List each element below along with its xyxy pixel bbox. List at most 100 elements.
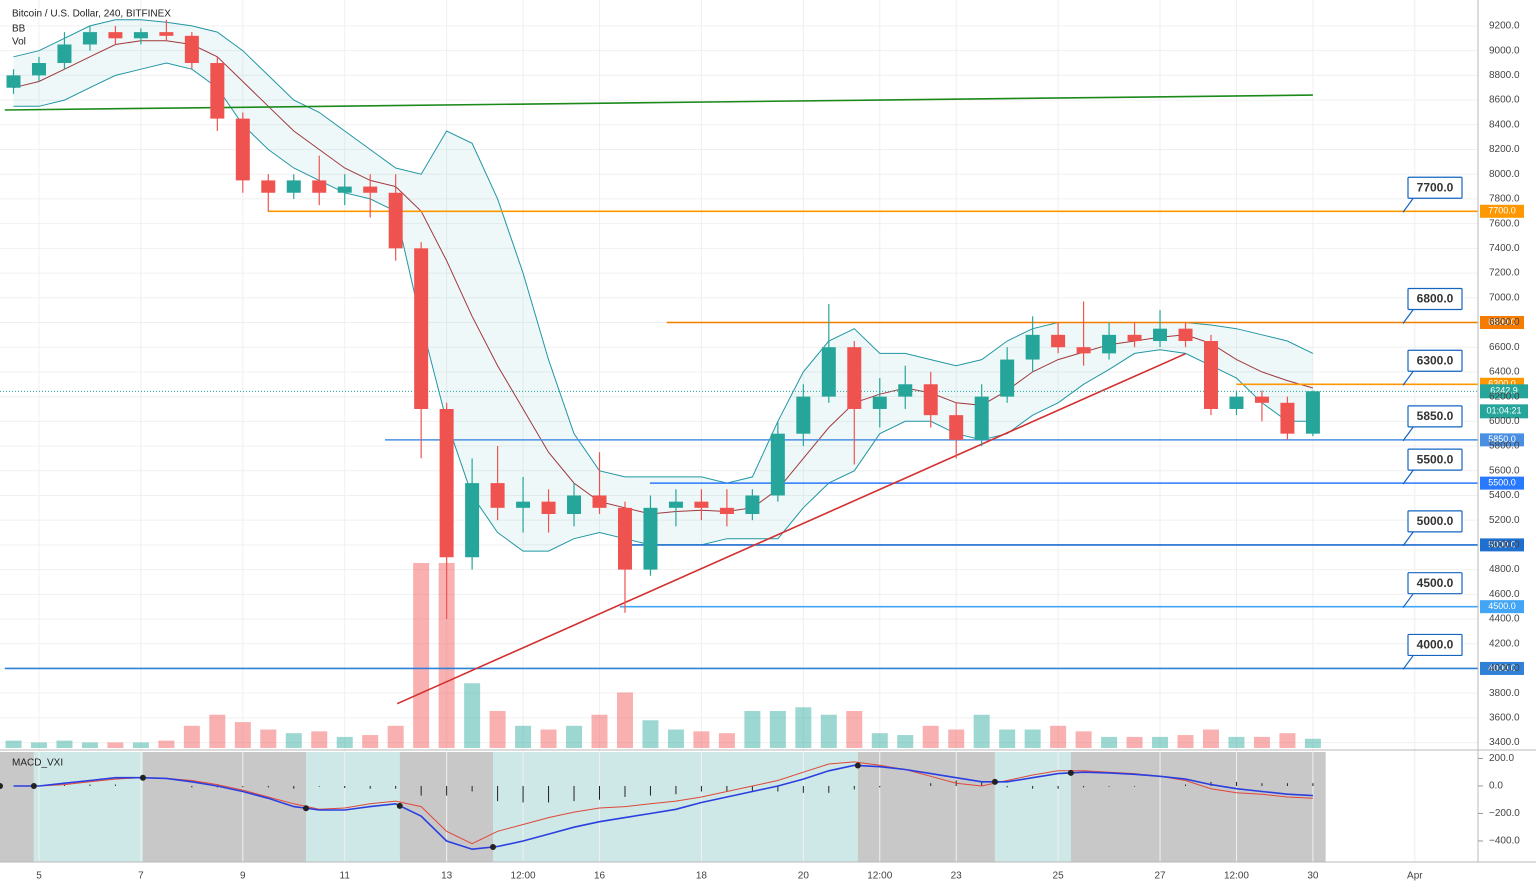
volume-bar bbox=[667, 729, 684, 748]
candle-body bbox=[1305, 391, 1320, 434]
time-axis-bg bbox=[0, 862, 1536, 888]
volume-bar bbox=[1177, 735, 1194, 748]
candle-layer bbox=[6, 19, 1320, 620]
x-tick-label: 11 bbox=[340, 871, 351, 882]
bollinger-layer bbox=[13, 19, 1314, 552]
candle-body bbox=[414, 248, 429, 409]
x-tick-label: Apr bbox=[1407, 871, 1423, 882]
volume-bar bbox=[1050, 725, 1067, 748]
callout-box bbox=[1407, 176, 1463, 199]
candle-body bbox=[796, 396, 811, 434]
level-tag-label: 5000.0 bbox=[1488, 539, 1516, 549]
candle-body bbox=[1203, 341, 1218, 409]
cross-dot bbox=[854, 762, 861, 769]
candle-body bbox=[31, 63, 46, 76]
indicator-label: BB bbox=[12, 24, 26, 35]
macd-tick-label: 0.0 bbox=[1489, 781, 1503, 792]
bb-middle bbox=[13, 40, 1314, 515]
candle-body bbox=[82, 32, 97, 45]
volume-bar bbox=[693, 731, 710, 748]
bb-upper bbox=[13, 19, 1314, 484]
y-tick-label: 5000.0 bbox=[1489, 540, 1520, 551]
callout-label: 4500.0 bbox=[1417, 576, 1454, 590]
level-tag-label: 6800.0 bbox=[1488, 317, 1516, 327]
volume-bar bbox=[81, 742, 98, 748]
y-tick-label: 4400.0 bbox=[1489, 614, 1520, 625]
macd-tick-label: −200.0 bbox=[1489, 808, 1520, 819]
y-tick-label: 9200.0 bbox=[1489, 21, 1520, 32]
grid-layer bbox=[0, 0, 1478, 862]
callout-box bbox=[1407, 448, 1463, 471]
bb-fill bbox=[13, 19, 1313, 552]
volume-bar bbox=[948, 729, 965, 748]
macd-zone bbox=[142, 752, 306, 862]
callout-label: 5500.0 bbox=[1417, 452, 1454, 466]
countdown-tag bbox=[1480, 404, 1528, 419]
x-tick-label: 13 bbox=[441, 871, 453, 882]
volume-bar bbox=[566, 725, 583, 748]
candle-body bbox=[490, 483, 505, 508]
candle-body bbox=[312, 180, 327, 193]
x-tick-label: 27 bbox=[1154, 871, 1166, 882]
callout-box bbox=[1407, 510, 1463, 533]
volume-bar bbox=[871, 733, 888, 748]
callout-label: 6800.0 bbox=[1417, 292, 1454, 306]
candle-body bbox=[1254, 396, 1269, 403]
y-tick-label: 5200.0 bbox=[1489, 515, 1520, 526]
level-tag bbox=[1480, 600, 1524, 614]
y-tick-label: 6400.0 bbox=[1489, 367, 1520, 378]
last-price-label: 6242.9 bbox=[1490, 386, 1518, 396]
y-tick-label: 7200.0 bbox=[1489, 268, 1520, 279]
candle-body bbox=[1229, 396, 1244, 409]
x-tick-label: 16 bbox=[594, 871, 606, 882]
candle-body bbox=[133, 32, 148, 39]
volume-bar bbox=[1202, 729, 1219, 748]
text-layer: Bitcoin / U.S. Dollar, 240, BITFINEX BB … bbox=[12, 9, 1520, 882]
candle-body bbox=[363, 186, 378, 193]
volume-bar bbox=[1304, 738, 1321, 748]
x-tick-label: 18 bbox=[696, 871, 708, 882]
y-tick-label: 8800.0 bbox=[1489, 70, 1520, 81]
y-tick-label: 9000.0 bbox=[1489, 45, 1520, 56]
last-price-tag bbox=[1480, 384, 1528, 399]
macd-zone bbox=[33, 752, 143, 862]
x-tick-label: 12:00 bbox=[867, 871, 892, 882]
y-tick-label: 5400.0 bbox=[1489, 490, 1520, 501]
volume-bar bbox=[591, 714, 608, 748]
trendline bbox=[396, 352, 1186, 705]
candle-body bbox=[541, 501, 556, 515]
volume-bar bbox=[1126, 736, 1143, 748]
macd-tick-label: −400.0 bbox=[1489, 836, 1520, 847]
y-tick-label: 7400.0 bbox=[1489, 243, 1520, 254]
candle-body bbox=[159, 32, 174, 36]
candle-body bbox=[184, 35, 199, 64]
y-tick-label: 3600.0 bbox=[1489, 713, 1520, 724]
drawing-layer: 7700.0 6800.0 6300.0 5850.0 5500.0 5000.0 4500… bbox=[0, 94, 1478, 705]
candle-body bbox=[235, 118, 250, 181]
volume-bar bbox=[1024, 729, 1041, 748]
volume-bar bbox=[209, 714, 226, 748]
volume-bar bbox=[413, 563, 430, 748]
callout-pointer bbox=[1402, 592, 1415, 609]
volume-layer bbox=[5, 563, 1321, 748]
volume-bar bbox=[336, 736, 353, 748]
volume-bar bbox=[922, 725, 939, 748]
candle-body bbox=[6, 75, 21, 88]
level-tag-label: 4000.0 bbox=[1488, 663, 1516, 673]
volume-bar bbox=[642, 720, 659, 748]
x-tick-label: 12:00 bbox=[511, 871, 536, 882]
candle-body bbox=[974, 396, 989, 440]
volume-bar bbox=[1279, 733, 1296, 748]
candle-body bbox=[1280, 402, 1295, 434]
y-tick-label: 5800.0 bbox=[1489, 441, 1520, 452]
candle-body bbox=[57, 44, 72, 64]
y-tick-label: 4200.0 bbox=[1489, 638, 1520, 649]
volume-bar bbox=[846, 711, 863, 748]
level-tag-label: 7700.0 bbox=[1488, 206, 1516, 216]
chart-title: Bitcoin / U.S. Dollar, 240, BITFINEX bbox=[12, 9, 171, 20]
volume-bar bbox=[718, 733, 735, 748]
volume-bar bbox=[795, 707, 812, 748]
y-tick-label: 3800.0 bbox=[1489, 688, 1520, 699]
